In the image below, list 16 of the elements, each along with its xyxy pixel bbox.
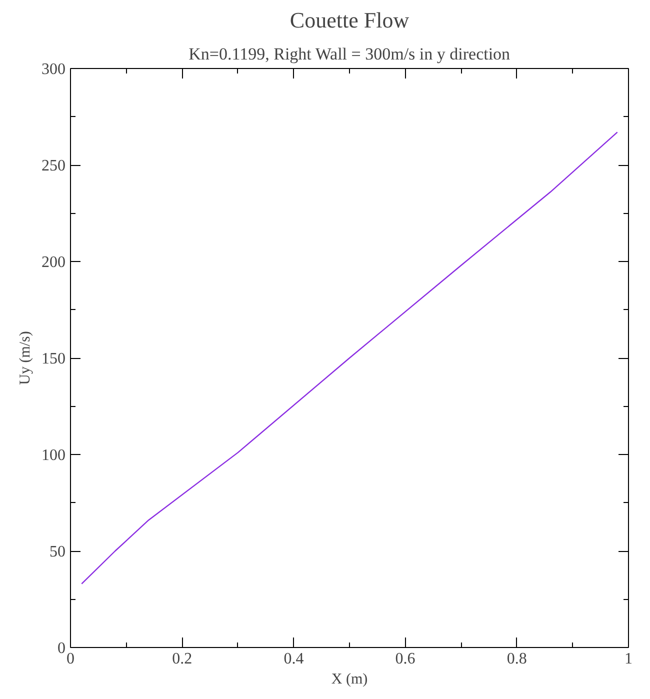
y-tick-label: 150 — [42, 350, 66, 368]
y-tick-label: 200 — [42, 254, 66, 271]
x-tick-label: 0.4 — [284, 650, 304, 668]
y-tick-label: 100 — [42, 447, 66, 464]
y-tick-label: 0 — [58, 640, 66, 657]
y-axis-title: Uy (m/s) — [18, 331, 34, 385]
x-tick-label: 0.8 — [506, 650, 527, 668]
y-tick-label: 50 — [50, 544, 66, 560]
x-tick-label: 0.6 — [395, 650, 416, 668]
chart-subtitle: Kn=0.1199, Right Wall = 300m/s in y direction — [188, 44, 511, 64]
chart-title: Couette Flow — [290, 8, 410, 32]
x-axis-title: X (m) — [331, 672, 368, 688]
x-tick-label: 1 — [624, 650, 632, 668]
x-tick-label: 0.2 — [172, 650, 192, 668]
y-tick-label: 250 — [42, 158, 66, 174]
y-tick-label: 300 — [42, 61, 66, 78]
